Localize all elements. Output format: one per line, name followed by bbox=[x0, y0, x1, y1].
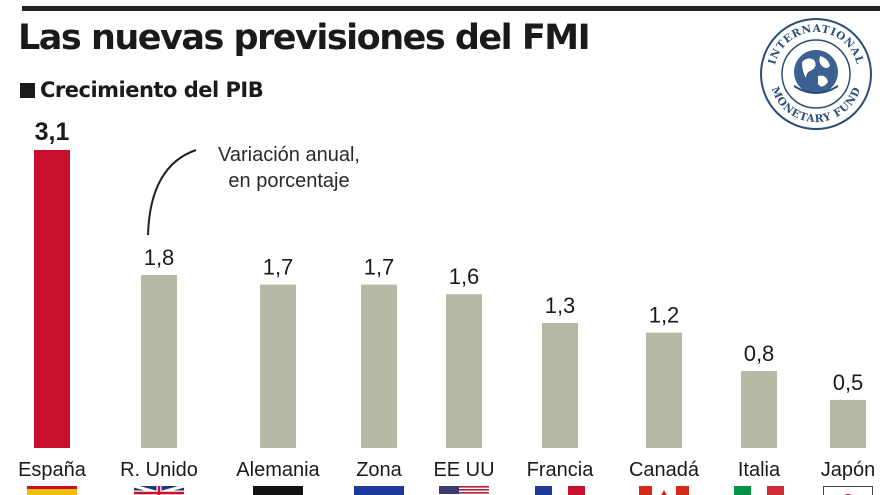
category-label: Zona bbox=[356, 459, 402, 481]
annotation-line-2: en porcentaje bbox=[228, 170, 350, 192]
chart-subtitle: Crecimiento del PIB bbox=[40, 78, 264, 102]
bar-4 bbox=[361, 284, 397, 448]
value-label: 1,6 bbox=[449, 264, 480, 289]
bar-3 bbox=[260, 284, 296, 448]
chart-title: Las nuevas previsiones del FMI bbox=[18, 18, 591, 58]
category-label: Francia bbox=[527, 459, 595, 481]
value-label: 0,8 bbox=[744, 341, 775, 366]
category-label: R. Unido bbox=[120, 459, 198, 481]
spain-flag-icon bbox=[27, 486, 77, 495]
bar-2 bbox=[141, 274, 177, 448]
value-label: 1,7 bbox=[263, 255, 294, 280]
category-label: España bbox=[18, 459, 87, 481]
canada-flag-icon bbox=[639, 486, 689, 495]
bar-5 bbox=[446, 294, 482, 448]
value-label: 1,7 bbox=[364, 255, 395, 280]
uk-flag-icon bbox=[133, 484, 185, 495]
category-label: Japón bbox=[821, 459, 876, 481]
category-label: Italia bbox=[738, 459, 781, 481]
value-label: 1,8 bbox=[144, 245, 175, 270]
bar-9 bbox=[830, 399, 866, 448]
annotation-leader-line bbox=[147, 149, 197, 236]
japan-flag-icon bbox=[823, 486, 873, 495]
france-flag-icon bbox=[535, 486, 585, 495]
eu-flag-icon bbox=[354, 486, 404, 495]
value-label: 0,5 bbox=[833, 370, 864, 395]
italy-flag-icon bbox=[734, 486, 784, 495]
usa-flag-icon bbox=[439, 486, 489, 494]
annotation-line-1: Variación anual, bbox=[218, 144, 360, 166]
bar-6 bbox=[542, 323, 578, 448]
subtitle-square-marker bbox=[20, 82, 35, 98]
category-label: Alemania bbox=[236, 459, 320, 481]
annotation-note: Variación anual, en porcentaje bbox=[204, 142, 374, 194]
bar-1 bbox=[34, 150, 70, 448]
bar-7 bbox=[646, 332, 682, 448]
category-label: EE UU bbox=[433, 459, 494, 481]
value-label: 1,2 bbox=[649, 303, 680, 328]
germany-flag-icon bbox=[253, 486, 303, 495]
bar-8 bbox=[741, 371, 777, 448]
subtitle-block: Crecimiento del PIB bbox=[20, 78, 264, 102]
category-label: Canadá bbox=[629, 459, 700, 481]
value-label: 3,1 bbox=[35, 118, 70, 146]
imf-seal-logo: INTERNATIONAL MONETARY FUND bbox=[760, 18, 872, 130]
top-rule bbox=[22, 6, 880, 11]
value-label: 1,3 bbox=[545, 293, 576, 318]
